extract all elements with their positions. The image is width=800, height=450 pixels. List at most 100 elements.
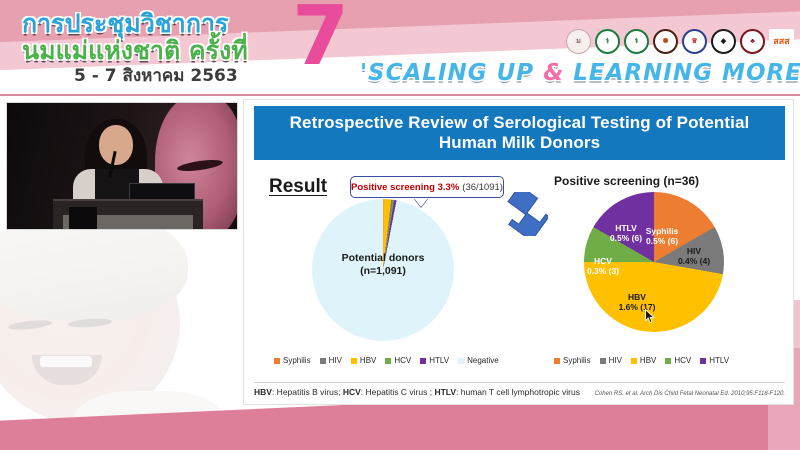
positive-screening-chart-title: Positive screening (n=36) bbox=[554, 174, 700, 188]
potential-donors-label-line2: (n=1,091) bbox=[360, 265, 406, 277]
slice-value-hbv: 1.6% (17) bbox=[618, 302, 656, 313]
slice-value-hiv: 0.4% (4) bbox=[677, 256, 711, 267]
conference-date: 5 - 7 สิงหาคม 2563 bbox=[74, 66, 238, 86]
slice-name-hbv: HBV bbox=[628, 292, 646, 302]
presentation-slide: Retrospective Review of Serological Test… bbox=[243, 99, 794, 405]
legend2-swatch-hbv bbox=[630, 357, 637, 364]
legend-item-htlv: HTLV bbox=[420, 356, 449, 365]
legend-label-negative: Negative bbox=[467, 356, 499, 365]
slice-value-hcv: 0.3% (3) bbox=[586, 266, 620, 277]
legend2-label-hiv: HIV bbox=[608, 356, 622, 365]
abbr-htlv: HTLV bbox=[434, 387, 457, 397]
pie-slice-label-syphilis: Syphilis 0.5% (6) bbox=[629, 226, 695, 247]
logo-medical-council-icon: ◆ bbox=[711, 28, 736, 54]
potential-donors-label-line1: Potential donors bbox=[341, 252, 425, 264]
legend2-item-hbv: HBV bbox=[630, 356, 657, 365]
legend2-swatch-syphilis bbox=[554, 357, 560, 364]
watermark-face bbox=[0, 223, 180, 423]
watermark-hat bbox=[0, 215, 188, 321]
legend2-item-hcv: HCV bbox=[665, 356, 691, 365]
pie-slice-label-hcv: HCV 0.3% (3) bbox=[577, 256, 629, 277]
tagline-ampersand: & bbox=[543, 60, 565, 86]
conference-header-banner: การประชุมวิชาการ นมแม่แห่งชาติ ครั้งที่ … bbox=[0, 0, 800, 96]
callout-pointer bbox=[414, 198, 428, 207]
pie-slice-label-hbv: HBV 1.6% (17) bbox=[604, 292, 670, 313]
legend2-label-syphilis: Syphilis bbox=[563, 356, 591, 365]
legend-label-hiv: HIV bbox=[328, 356, 342, 365]
flow-arrow-icon bbox=[502, 184, 550, 242]
abbr-hbv: HBV bbox=[254, 387, 272, 397]
legend2-label-htlv: HTLV bbox=[709, 356, 730, 365]
result-label: Result bbox=[269, 176, 328, 197]
logo-thai-emblem-icon: ♕ bbox=[682, 28, 707, 54]
legend-potential-donors: Syphilis HIV HBV HCV HTLV Negative bbox=[274, 356, 499, 365]
slice-value-syphilis: 0.5% (6) bbox=[645, 236, 679, 247]
slide-footnote: HBV: Hepatitis B virus; HCV: Hepatitis C… bbox=[254, 382, 785, 397]
legend2-label-hbv: HBV bbox=[639, 356, 657, 365]
legend2-item-hiv: HIV bbox=[599, 356, 622, 365]
legend2-item-htlv: HTLV bbox=[700, 356, 729, 365]
logo-thaihealth-icon: สสส bbox=[769, 28, 794, 54]
legend2-item-syphilis: Syphilis bbox=[554, 356, 591, 365]
legend-label-hbv: HBV bbox=[359, 356, 377, 365]
speaker-face bbox=[99, 125, 133, 165]
watermark-teeth bbox=[40, 356, 92, 367]
legend-label-syphilis: Syphilis bbox=[283, 356, 311, 365]
slice-name-hiv: HIV bbox=[686, 246, 702, 256]
logo-royal-college-icon: ✺ bbox=[653, 28, 678, 54]
logo-university-icon: ♣ bbox=[740, 28, 765, 54]
pie-slice-label-htlv: HTLV 0.5% (6) bbox=[597, 223, 655, 244]
legend-label-hcv: HCV bbox=[394, 356, 412, 365]
legend2-label-hcv: HCV bbox=[674, 356, 692, 365]
abbreviation-note: HBV: Hepatitis B virus; HCV: Hepatitis C… bbox=[254, 387, 580, 397]
legend-positive-screening: Syphilis HIV HBV HCV HTLV bbox=[554, 356, 729, 365]
legend-item-hcv: HCV bbox=[385, 356, 411, 365]
sponsor-logo-strip: ม ⚕ ⚕ ✺ ♕ ◆ ♣ สสส bbox=[566, 24, 794, 58]
pie-slice-label-hiv: HIV 0.4% (4) bbox=[664, 246, 724, 267]
callout-highlight: Positive screening 3.3% bbox=[351, 181, 460, 193]
logo-ministry-health-1-icon: ⚕ bbox=[595, 28, 620, 54]
baby-photo-watermark bbox=[0, 215, 244, 430]
legend-item-hbv: HBV bbox=[350, 356, 377, 365]
abbr-hcv: HCV bbox=[342, 387, 361, 397]
legend2-swatch-hiv bbox=[599, 357, 606, 364]
legend-swatch-hcv bbox=[385, 357, 392, 364]
legend2-swatch-htlv bbox=[700, 357, 707, 364]
legend-label-htlv: HTLV bbox=[429, 356, 450, 365]
legend-swatch-hiv bbox=[319, 357, 326, 364]
legend-swatch-negative bbox=[458, 357, 465, 364]
tagline-part1: 'SCALING UP bbox=[360, 60, 544, 86]
slice-name-syphilis: Syphilis bbox=[645, 226, 679, 236]
conference-title-thai-line1: การประชุมวิชาการ bbox=[22, 9, 229, 38]
mouse-cursor-icon bbox=[645, 308, 656, 324]
header-bottom-rule bbox=[0, 94, 800, 96]
conference-title-thai-line2: นมแม่แห่งชาติ ครั้งที่ bbox=[22, 36, 248, 65]
speaker-video-panel[interactable] bbox=[6, 102, 238, 230]
legend2-swatch-hcv bbox=[665, 357, 672, 364]
podium-panel bbox=[69, 207, 97, 229]
legend-item-hiv: HIV bbox=[319, 356, 342, 365]
abbr-hcv-text: : Hepatitis C virus ; bbox=[360, 387, 435, 397]
slice-name-htlv: HTLV bbox=[615, 223, 637, 233]
abbr-hbv-text: : Hepatitis B virus; bbox=[271, 387, 343, 397]
positive-screening-callout: Positive screening 3.3% (36/1091) bbox=[350, 176, 504, 198]
abbr-htlv-text: : human T cell lymphotropic virus bbox=[456, 387, 580, 397]
legend-item-negative: Negative bbox=[458, 356, 499, 365]
tagline-part2: LEARNING MORE' bbox=[564, 60, 800, 86]
legend-item-syphilis: Syphilis bbox=[274, 356, 311, 365]
legend-swatch-syphilis bbox=[274, 357, 280, 364]
slice-name-hcv: HCV bbox=[594, 256, 612, 266]
callout-detail: (36/1091) bbox=[462, 181, 503, 193]
logo-foundation-icon: ม bbox=[566, 28, 591, 54]
slide-title: Retrospective Review of Serological Test… bbox=[254, 106, 785, 160]
potential-donors-pie-chart bbox=[312, 199, 454, 341]
slice-value-htlv: 0.5% (6) bbox=[609, 233, 643, 244]
legend-swatch-htlv bbox=[420, 357, 427, 364]
conference-edition-number: 7 bbox=[292, 0, 350, 84]
legend-swatch-hbv bbox=[350, 357, 357, 364]
conference-tagline: 'SCALING UP & LEARNING MORE' bbox=[360, 60, 800, 86]
positive-screening-pie-chart bbox=[584, 192, 724, 332]
logo-ministry-health-2-icon: ⚕ bbox=[624, 28, 649, 54]
source-citation: Cohen RS, et al. Arch Dis Child Fetal Ne… bbox=[594, 391, 785, 397]
